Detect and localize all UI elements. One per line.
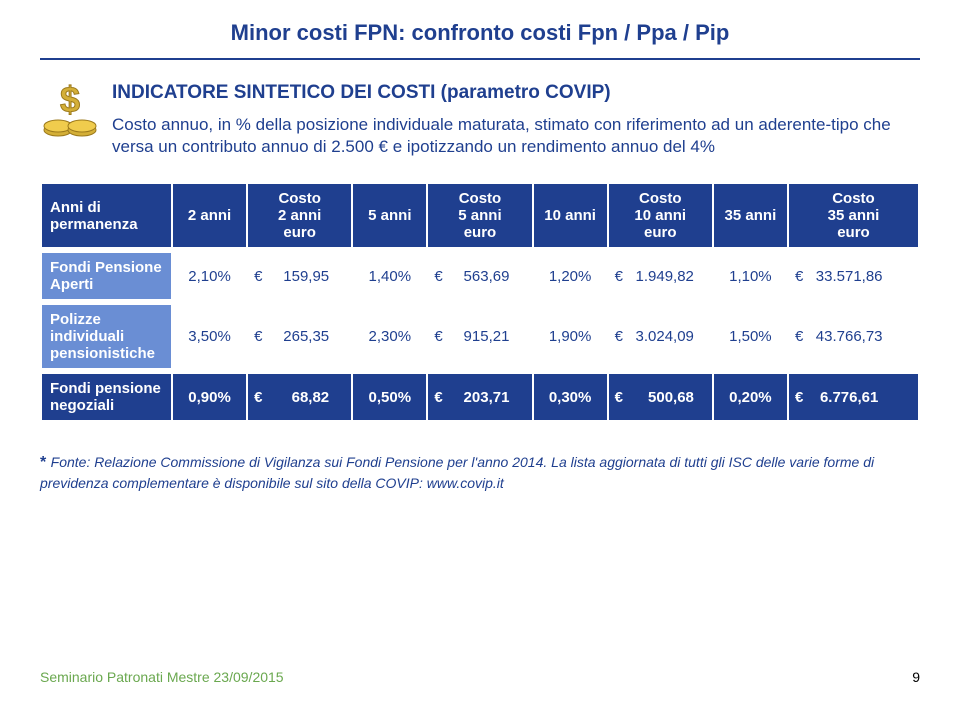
table-cell: 0,30% bbox=[534, 374, 607, 420]
col-header: Costo35 annieuro bbox=[789, 184, 918, 247]
table-cell: € 43.766,73 bbox=[789, 305, 918, 368]
table-cell: 1,20% bbox=[534, 253, 607, 299]
row-label: Fondi Pensione Aperti bbox=[42, 253, 171, 299]
intro-heading: INDICATORE SINTETICO DEI COSTI (parametr… bbox=[112, 82, 920, 104]
table-cell: € 68,82 bbox=[248, 374, 351, 420]
table-cell: € 3.024,09 bbox=[609, 305, 712, 368]
table-cell: 0,90% bbox=[173, 374, 246, 420]
footnote-star: * bbox=[40, 454, 51, 471]
table-cell: 0,20% bbox=[714, 374, 787, 420]
table-cell: € 159,95 bbox=[248, 253, 351, 299]
col-header-label: Anni di permanenza bbox=[42, 184, 171, 247]
footnote-text: Fonte: Relazione Commissione di Vigilanz… bbox=[40, 454, 874, 491]
table-cell: 1,10% bbox=[714, 253, 787, 299]
col-header: 35 anni bbox=[714, 184, 787, 247]
table-cell: € 203,71 bbox=[428, 374, 531, 420]
row-label: Fondi pensione negoziali bbox=[42, 374, 171, 420]
slide-title: Minor costi FPN: confronto costi Fpn / P… bbox=[40, 20, 920, 46]
table-row: Fondi Pensione Aperti2,10%€ 159,951,40%€… bbox=[42, 253, 918, 299]
table-cell: 2,30% bbox=[353, 305, 426, 368]
footer-text: Seminario Patronati Mestre 23/09/2015 bbox=[40, 669, 284, 685]
col-header: 10 anni bbox=[534, 184, 607, 247]
dollar-icon: $ bbox=[40, 82, 100, 142]
row-label: Polizze individuali pensionistiche bbox=[42, 305, 171, 368]
table-cell: € 33.571,86 bbox=[789, 253, 918, 299]
title-rule bbox=[40, 58, 920, 60]
table-row: Polizze individuali pensionistiche3,50%€… bbox=[42, 305, 918, 368]
footnote: * Fonte: Relazione Commissione di Vigila… bbox=[40, 452, 920, 492]
col-header: 5 anni bbox=[353, 184, 426, 247]
intro-body: Costo annuo, in % della posizione indivi… bbox=[112, 114, 920, 158]
page-number: 9 bbox=[912, 669, 920, 685]
table-cell: 3,50% bbox=[173, 305, 246, 368]
table-cell: € 915,21 bbox=[428, 305, 531, 368]
table-cell: € 500,68 bbox=[609, 374, 712, 420]
table-cell: 1,40% bbox=[353, 253, 426, 299]
intro-wrap: $ INDICATORE SINTETICO DEI COSTI (parame… bbox=[40, 82, 920, 158]
col-header: Costo5 annieuro bbox=[428, 184, 531, 247]
table-row: Fondi pensione negoziali0,90%€ 68,820,50… bbox=[42, 374, 918, 420]
table-cell: € 265,35 bbox=[248, 305, 351, 368]
table-cell: € 563,69 bbox=[428, 253, 531, 299]
table-cell: € 6.776,61 bbox=[789, 374, 918, 420]
col-header: Costo10 annieuro bbox=[609, 184, 712, 247]
table-cell: 0,50% bbox=[353, 374, 426, 420]
svg-text:$: $ bbox=[60, 82, 80, 120]
table-cell: 1,50% bbox=[714, 305, 787, 368]
table-cell: € 1.949,82 bbox=[609, 253, 712, 299]
col-header: Costo2 annieuro bbox=[248, 184, 351, 247]
table-cell: 1,90% bbox=[534, 305, 607, 368]
cost-table: Anni di permanenza2 anniCosto2 annieuro5… bbox=[40, 178, 920, 426]
table-cell: 2,10% bbox=[173, 253, 246, 299]
col-header: 2 anni bbox=[173, 184, 246, 247]
